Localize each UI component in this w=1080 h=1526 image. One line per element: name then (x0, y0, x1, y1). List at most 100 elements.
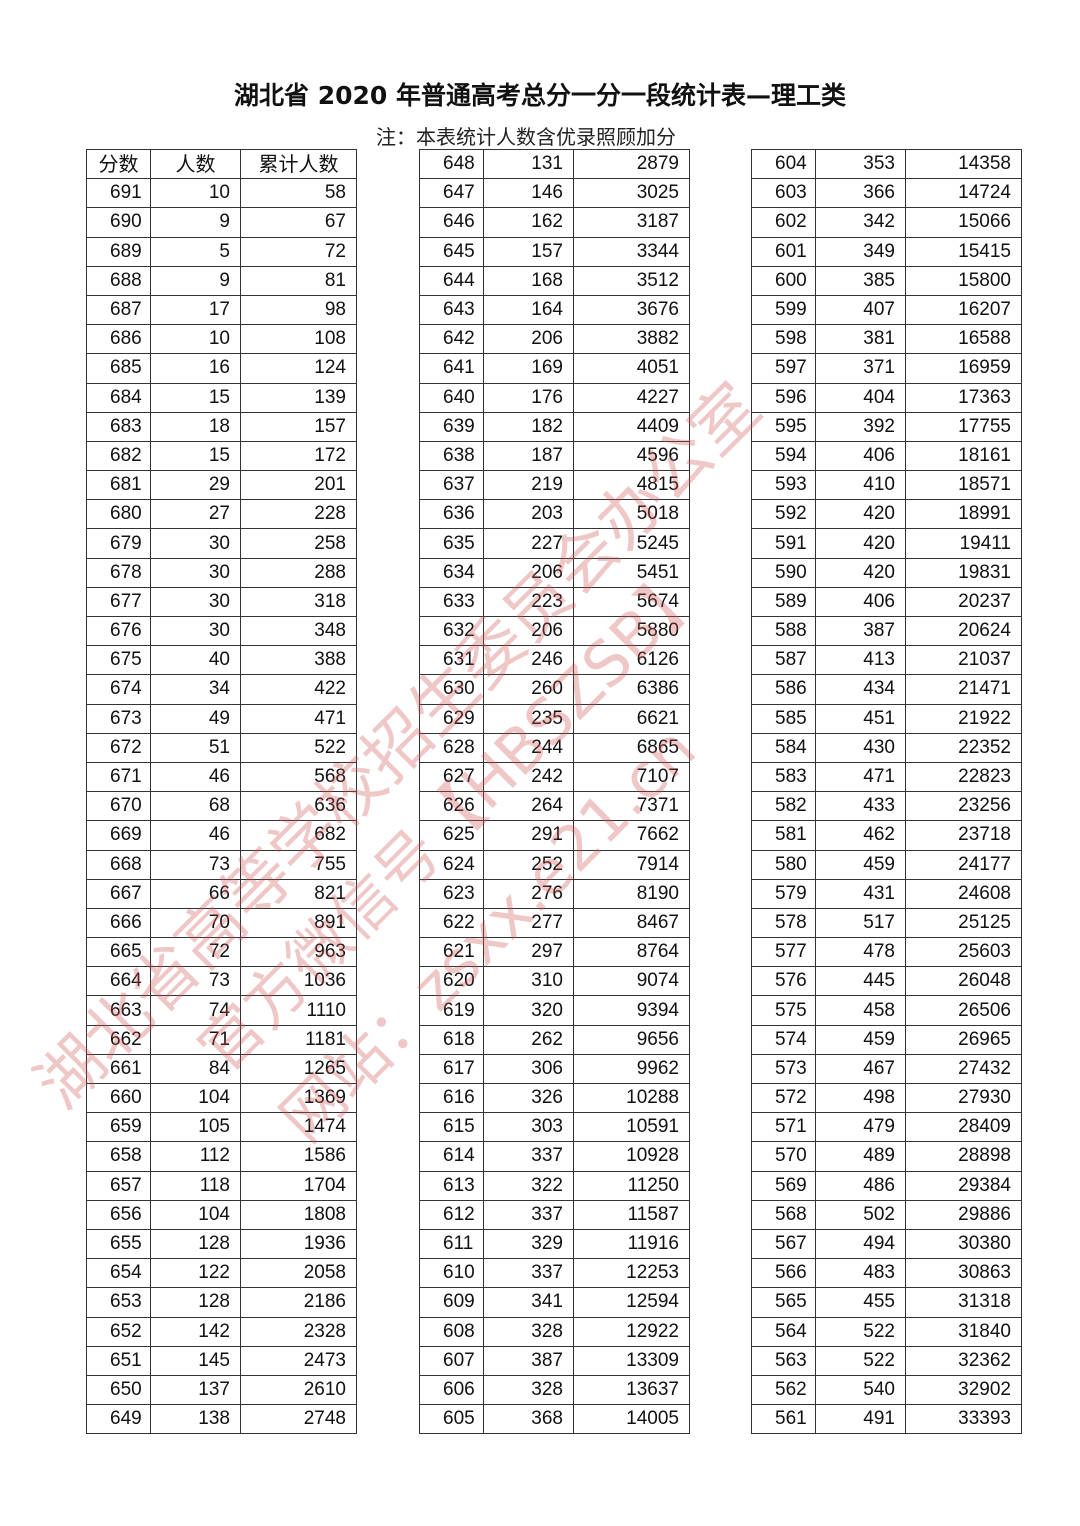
cumulative-cell: 19831 (905, 557, 1022, 588)
table-row: 580 459 24177 (751, 849, 1022, 880)
cumulative-cell: 23256 (905, 791, 1022, 822)
score-cell: 683 (86, 411, 151, 442)
cumulative-cell: 3676 (573, 294, 690, 326)
cumulative-cell: 2473 (240, 1345, 357, 1376)
table-row: 633 223 5674 (419, 586, 690, 618)
count-cell: 420 (815, 557, 906, 588)
table-note: 注：本表统计人数含优录照顾加分 (376, 125, 676, 149)
score-cell: 582 (751, 791, 816, 822)
cumulative-cell: 108 (240, 324, 357, 355)
cumulative-cell: 1369 (240, 1082, 357, 1114)
score-cell: 652 (86, 1316, 151, 1347)
count-cell: 29 (150, 470, 241, 501)
cumulative-cell: 25603 (905, 937, 1022, 968)
count-cell: 306 (483, 1053, 574, 1085)
table-row: 626 264 7371 (419, 791, 690, 822)
score-cell: 596 (751, 382, 816, 413)
score-cell: 591 (751, 528, 816, 559)
count-cell: 16 (150, 353, 241, 384)
cumulative-cell: 32362 (905, 1345, 1022, 1376)
table-row: 576 445 26048 (751, 966, 1022, 997)
score-cell: 645 (419, 236, 484, 267)
table-row: 687 17 98 (86, 294, 357, 326)
cumulative-cell: 20237 (905, 586, 1022, 618)
table-row: 607 387 13309 (419, 1345, 690, 1376)
count-cell: 303 (483, 1112, 574, 1143)
header-cumulative: 累计人数 (240, 148, 357, 180)
table-row: 574 459 26965 (751, 1024, 1022, 1055)
cumulative-cell: 15415 (905, 236, 1022, 267)
score-cell: 603 (751, 178, 816, 209)
cumulative-cell: 2879 (573, 148, 690, 180)
cumulative-cell: 258 (240, 528, 357, 559)
table-row: 599 407 16207 (751, 294, 1022, 326)
cumulative-cell: 3512 (573, 265, 690, 296)
table-row: 564 522 31840 (751, 1316, 1022, 1347)
score-cell: 629 (419, 703, 484, 734)
count-cell: 84 (150, 1053, 241, 1085)
table-row: 586 434 21471 (751, 674, 1022, 705)
table-row: 680 27 228 (86, 499, 357, 530)
table-row: 679 30 258 (86, 528, 357, 559)
score-cell: 566 (751, 1258, 816, 1289)
score-cell: 658 (86, 1141, 151, 1172)
count-cell: 131 (483, 148, 574, 180)
score-cell: 664 (86, 966, 151, 997)
score-cell: 631 (419, 645, 484, 676)
cumulative-cell: 9074 (573, 966, 690, 997)
header-score: 分数 (86, 148, 151, 180)
table-row: 682 15 172 (86, 440, 357, 472)
score-cell: 654 (86, 1258, 151, 1289)
cumulative-cell: 3344 (573, 236, 690, 267)
score-table-2: 648 131 2879 647 146 3025 646 162 3187 645 157 3344… (419, 148, 690, 1435)
cumulative-cell: 30380 (905, 1228, 1022, 1260)
table-row: 616 326 10288 (419, 1082, 690, 1114)
table-row: 660 104 1369 (86, 1082, 357, 1114)
cumulative-cell: 4815 (573, 470, 690, 501)
table-row: 691 10 58 (86, 178, 357, 209)
table-row: 677 30 318 (86, 586, 357, 618)
cumulative-cell: 22823 (905, 761, 1022, 793)
cumulative-cell: 18161 (905, 440, 1022, 472)
score-cell: 590 (751, 557, 816, 588)
count-cell: 66 (150, 878, 241, 909)
table-row: 648 131 2879 (419, 148, 690, 180)
cumulative-cell: 3882 (573, 324, 690, 355)
table-row: 567 494 30380 (751, 1228, 1022, 1260)
score-cell: 571 (751, 1112, 816, 1143)
count-cell: 420 (815, 528, 906, 559)
table-row: 613 322 11250 (419, 1170, 690, 1201)
count-cell: 310 (483, 966, 574, 997)
count-cell: 168 (483, 265, 574, 296)
table-row: 620 310 9074 (419, 966, 690, 997)
table-row: 667 66 821 (86, 878, 357, 909)
cumulative-cell: 10928 (573, 1141, 690, 1172)
table-row: 675 40 388 (86, 645, 357, 676)
count-cell: 471 (815, 761, 906, 793)
count-cell: 146 (483, 178, 574, 209)
count-cell: 326 (483, 1082, 574, 1114)
cumulative-cell: 28409 (905, 1112, 1022, 1143)
score-cell: 639 (419, 411, 484, 442)
score-cell: 602 (751, 207, 816, 238)
score-cell: 622 (419, 907, 484, 939)
score-cell: 600 (751, 265, 816, 296)
count-cell: 431 (815, 878, 906, 909)
table-row: 566 483 30863 (751, 1258, 1022, 1289)
count-cell: 478 (815, 937, 906, 968)
cumulative-cell: 25125 (905, 907, 1022, 939)
table-row: 651 145 2473 (86, 1345, 357, 1376)
cumulative-cell: 11250 (573, 1170, 690, 1201)
score-cell: 605 (419, 1404, 484, 1435)
table-row: 678 30 288 (86, 557, 357, 588)
score-cell: 689 (86, 236, 151, 267)
cumulative-cell: 27930 (905, 1082, 1022, 1114)
count-cell: 252 (483, 849, 574, 880)
count-cell: 162 (483, 207, 574, 238)
score-cell: 618 (419, 1024, 484, 1055)
table-row: 659 105 1474 (86, 1112, 357, 1143)
score-cell: 576 (751, 966, 816, 997)
cumulative-cell: 636 (240, 791, 357, 822)
header-row: 分数 人数 累计人数 (86, 148, 357, 180)
table-row: 578 517 25125 (751, 907, 1022, 939)
